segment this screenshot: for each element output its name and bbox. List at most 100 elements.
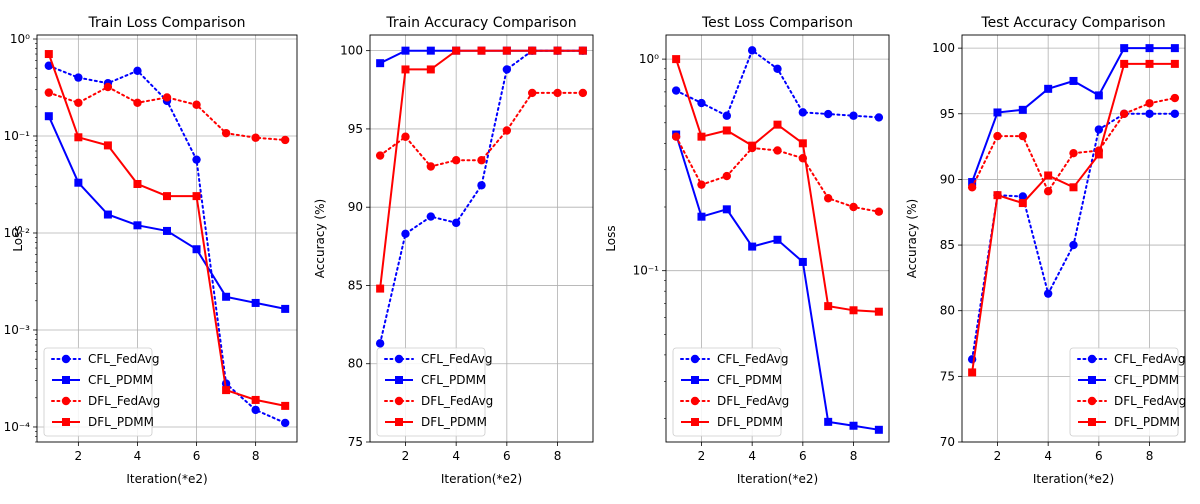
y-tick-label: 10⁰ — [10, 32, 30, 46]
x-tick-label: 4 — [1044, 449, 1052, 463]
data-point-cfl-fedavg-4 — [747, 46, 757, 55]
data-point-dfl-fedavg-4 — [451, 156, 461, 165]
y-tick-label: 10⁻⁴ — [4, 420, 31, 434]
data-point-cfl-pdmm-8 — [251, 298, 260, 307]
y-axis-label: Accuracy (%) — [313, 199, 327, 278]
y-tick-label: 85 — [940, 238, 955, 252]
data-point-dfl-pdmm-5 — [163, 192, 171, 201]
data-point-cfl-fedavg-2 — [697, 98, 706, 108]
data-point-cfl-pdmm-8 — [1145, 44, 1154, 53]
data-point-dfl-pdmm-6 — [502, 46, 511, 55]
data-point-cfl-fedavg-2 — [74, 73, 83, 82]
data-point-dfl-pdmm-2 — [993, 191, 1002, 200]
data-point-cfl-pdmm-5 — [1069, 76, 1078, 85]
data-point-cfl-pdmm-4 — [1044, 84, 1053, 93]
x-tick-label: 4 — [452, 449, 460, 463]
data-point-cfl-pdmm-2 — [697, 212, 706, 221]
legend-marker-cfl-fedavg — [394, 354, 404, 364]
legend-marker-dfl-pdmm — [691, 418, 699, 426]
y-tick-label: 10⁰ — [639, 52, 659, 66]
legend-label-dfl-fedavg: DFL_FedAvg — [1114, 394, 1186, 408]
legend-marker-cfl-pdmm — [691, 376, 699, 384]
data-point-dfl-fedavg-8 — [553, 88, 562, 98]
y-axis-label: Loss — [11, 225, 25, 251]
y-tick-label: 95 — [348, 122, 363, 136]
data-point-cfl-pdmm-2 — [74, 178, 83, 187]
data-point-cfl-fedavg-4 — [1043, 289, 1053, 298]
y-tick-label: 80 — [348, 357, 363, 371]
legend-marker-dfl-fedavg — [690, 396, 700, 406]
y-tick-label: 80 — [940, 304, 955, 318]
data-point-cfl-pdmm-1 — [376, 59, 385, 68]
data-point-cfl-pdmm-6 — [798, 257, 807, 266]
data-point-dfl-fedavg-2 — [993, 131, 1002, 141]
x-axis-label: Iteration(*e2) — [737, 472, 818, 486]
data-point-cfl-fedavg-2 — [401, 229, 410, 239]
data-point-dfl-pdmm-4 — [452, 46, 461, 55]
data-point-dfl-pdmm-9 — [1170, 59, 1179, 68]
legend-marker-cfl-pdmm — [1088, 376, 1096, 384]
series-line-dfl-fedavg — [379, 91, 584, 168]
data-point-dfl-fedavg-3 — [722, 171, 732, 181]
x-tick-label: 6 — [193, 449, 201, 463]
y-tick-label: 95 — [940, 107, 955, 121]
x-tick-label: 8 — [554, 449, 562, 463]
data-point-cfl-pdmm-2 — [401, 46, 410, 55]
data-point-cfl-pdmm-8 — [849, 421, 858, 430]
data-point-cfl-pdmm-7 — [824, 417, 833, 426]
legend-marker-cfl-fedavg — [1087, 354, 1097, 364]
series-line-dfl-fedavg — [47, 85, 287, 141]
x-tick-label: 8 — [252, 449, 260, 463]
legend: CFL_FedAvg CFL_PDMM DFL_FedAvg DFL_PDMM — [1069, 347, 1186, 437]
data-point-cfl-fedavg-8 — [1145, 109, 1154, 118]
legend: CFL_FedAvg CFL_PDMM DFL_FedAvg DFL_PDMM — [672, 347, 789, 437]
data-point-dfl-pdmm-7 — [824, 302, 833, 311]
legend-label-dfl-fedavg: DFL_FedAvg — [421, 394, 493, 408]
data-point-dfl-fedavg-2 — [401, 132, 410, 141]
chart-title: Test Accuracy Comparison — [980, 15, 1165, 31]
data-point-dfl-fedavg-8 — [251, 133, 260, 142]
x-axis-label: Iteration(*e2) — [1033, 472, 1114, 486]
data-point-dfl-fedavg-7 — [823, 194, 833, 203]
series-line-dfl-pdmm — [379, 49, 583, 289]
data-point-cfl-fedavg-8 — [849, 111, 858, 120]
y-tick-label: 100 — [932, 41, 955, 55]
data-point-cfl-fedavg-1 — [375, 339, 385, 348]
x-tick-label: 6 — [1095, 449, 1103, 463]
data-point-dfl-fedavg-2 — [697, 180, 706, 189]
legend-box — [43, 347, 153, 437]
chart-title: Train Loss Comparison — [87, 15, 245, 31]
x-axis-label: Iteration(*e2) — [126, 472, 207, 486]
y-tick-label: 85 — [348, 278, 363, 292]
legend-marker-dfl-pdmm — [395, 418, 403, 426]
data-point-cfl-pdmm-1 — [44, 112, 53, 121]
legend-marker-dfl-pdmm — [62, 418, 70, 426]
data-point-dfl-fedavg-9 — [578, 88, 588, 98]
legend-marker-dfl-fedavg — [1087, 396, 1097, 406]
data-point-dfl-pdmm-7 — [528, 46, 537, 55]
data-point-cfl-fedavg-4 — [133, 66, 142, 76]
data-point-dfl-pdmm-8 — [251, 395, 260, 404]
data-point-cfl-fedavg-5 — [1069, 240, 1078, 250]
y-tick-label: 10⁻¹ — [633, 264, 660, 278]
chart-panel-4: 2 4 6 8 70 75 80 85 90 95 100 Test Accuracy Compari… — [905, 15, 1186, 486]
x-tick-label: 2 — [75, 449, 83, 463]
chart-title: Train Accuracy Comparison — [385, 15, 576, 31]
legend-marker-cfl-fedavg — [690, 354, 700, 364]
x-tick-label: 4 — [748, 449, 756, 463]
data-point-dfl-fedavg-1 — [671, 132, 681, 141]
data-point-dfl-fedavg-3 — [103, 82, 113, 92]
data-point-dfl-pdmm-3 — [722, 126, 731, 135]
data-point-cfl-pdmm-2 — [993, 108, 1002, 117]
legend-marker-cfl-pdmm — [62, 376, 70, 384]
data-point-cfl-fedavg-6 — [502, 65, 512, 74]
chart-panel-1: 2 4 6 8 10⁻⁴ 10⁻³ 10⁻² 10⁻¹ 10⁰ Train Loss Compar… — [4, 15, 298, 486]
data-point-cfl-fedavg-6 — [1094, 125, 1104, 134]
data-point-cfl-pdmm-9 — [281, 304, 290, 313]
data-point-cfl-pdmm-3 — [103, 210, 112, 219]
data-point-dfl-pdmm-7 — [222, 386, 231, 395]
data-point-dfl-pdmm-6 — [192, 192, 201, 201]
data-point-dfl-pdmm-2 — [74, 133, 83, 142]
data-point-cfl-pdmm-6 — [1094, 91, 1103, 100]
series-line-dfl-pdmm — [675, 58, 879, 313]
